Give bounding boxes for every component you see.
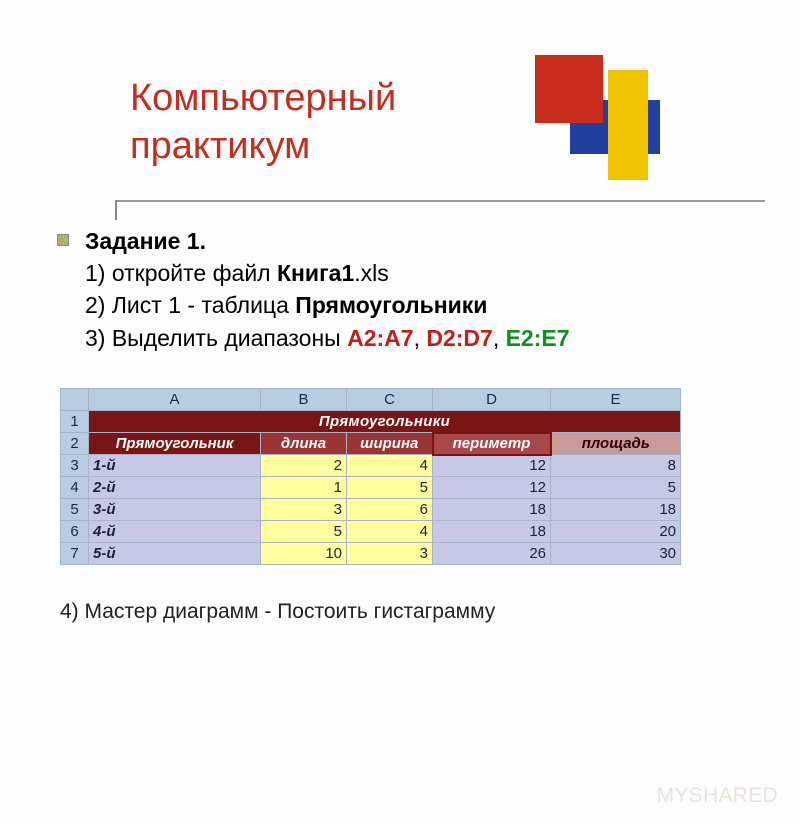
cell-c6[interactable]: 4 (347, 521, 433, 543)
comma1: , (414, 325, 427, 351)
step1-suffix: .xls (354, 260, 389, 286)
rowhdr-6[interactable]: 6 (61, 521, 89, 543)
slide-title: Компьютерный практикум (130, 75, 396, 170)
colhdr-a[interactable]: A (89, 389, 261, 411)
cell-b7[interactable]: 10 (261, 543, 347, 565)
deco-yellow-box (608, 70, 648, 180)
watermark-my: MY (657, 784, 689, 807)
row-1: 1 Прямоугольники (61, 411, 681, 433)
cell-a5[interactable]: 3-й (89, 499, 261, 521)
cell-e3[interactable]: 8 (551, 455, 681, 477)
col-header-row: A B C D E (61, 389, 681, 411)
spreadsheet: A B C D E 1 Прямоугольники 2 Прямоугольн… (60, 388, 681, 565)
step2-prefix: 2) Лист 1 - таблица (85, 292, 295, 318)
step4-text: 4) Мастер диаграмм - Постоить гистаграмм… (60, 600, 495, 624)
cell-d5[interactable]: 18 (433, 499, 551, 521)
corner-cell (61, 389, 89, 411)
cell-d7[interactable]: 26 (433, 543, 551, 565)
comma2: , (493, 325, 506, 351)
range-a: А2:А7 (347, 325, 413, 351)
cell-b4[interactable]: 1 (261, 477, 347, 499)
rowhdr-1[interactable]: 1 (61, 411, 89, 433)
cell-e6[interactable]: 20 (551, 521, 681, 543)
cell-b3[interactable]: 2 (261, 455, 347, 477)
task-heading: Задание 1. (85, 228, 206, 254)
title-line-1: Компьютерный (130, 77, 396, 119)
row-5: 5 3-й 3 6 18 18 (61, 499, 681, 521)
cell-e7[interactable]: 30 (551, 543, 681, 565)
cell-e5[interactable]: 18 (551, 499, 681, 521)
lab-perim[interactable]: периметр (433, 433, 551, 455)
lab-wid[interactable]: ширина (347, 433, 433, 455)
rowhdr-3[interactable]: 3 (61, 455, 89, 477)
row-4: 4 2-й 1 5 12 5 (61, 477, 681, 499)
range-d: D2:D7 (426, 325, 492, 351)
title-line-2: практикум (130, 125, 310, 167)
cell-c4[interactable]: 5 (347, 477, 433, 499)
cell-c7[interactable]: 3 (347, 543, 433, 565)
cell-b6[interactable]: 5 (261, 521, 347, 543)
table-title[interactable]: Прямоугольники (89, 411, 681, 433)
range-e: E2:E7 (506, 325, 570, 351)
row-7: 7 5-й 10 3 26 30 (61, 543, 681, 565)
colhdr-e[interactable]: E (551, 389, 681, 411)
title-underline (115, 200, 765, 202)
cell-d3[interactable]: 12 (433, 455, 551, 477)
rowhdr-7[interactable]: 7 (61, 543, 89, 565)
task-body: Задание 1. 1) откройте файл Книга1.xls 2… (85, 225, 705, 354)
cell-d4[interactable]: 12 (433, 477, 551, 499)
cell-b5[interactable]: 3 (261, 499, 347, 521)
step2-bold: Прямоугольники (295, 292, 487, 318)
step3-prefix: 3) Выделить диапазоны (85, 325, 347, 351)
rowhdr-5[interactable]: 5 (61, 499, 89, 521)
step1-bold: Книга1 (277, 260, 354, 286)
rowhdr-4[interactable]: 4 (61, 477, 89, 499)
colhdr-d[interactable]: D (433, 389, 551, 411)
colhdr-c[interactable]: C (347, 389, 433, 411)
cell-d6[interactable]: 18 (433, 521, 551, 543)
deco-red-box (535, 55, 603, 123)
bullet-icon (57, 234, 69, 246)
step1-prefix: 1) откройте файл (85, 260, 277, 286)
cell-a3[interactable]: 1-й (89, 455, 261, 477)
colhdr-b[interactable]: B (261, 389, 347, 411)
row-6: 6 4-й 5 4 18 20 (61, 521, 681, 543)
cell-a4[interactable]: 2-й (89, 477, 261, 499)
watermark: MYSHARED (657, 784, 778, 808)
cell-a7[interactable]: 5-й (89, 543, 261, 565)
rowhdr-2[interactable]: 2 (61, 433, 89, 455)
title-tick (115, 200, 117, 220)
cell-c3[interactable]: 4 (347, 455, 433, 477)
lab-area[interactable]: площадь (551, 433, 681, 455)
cell-a6[interactable]: 4-й (89, 521, 261, 543)
lab-name[interactable]: Прямоугольник (89, 433, 261, 455)
watermark-shared: SHARED (689, 784, 778, 807)
row-3: 3 1-й 2 4 12 8 (61, 455, 681, 477)
lab-len[interactable]: длина (261, 433, 347, 455)
cell-c5[interactable]: 6 (347, 499, 433, 521)
row-2: 2 Прямоугольник длина ширина периметр пл… (61, 433, 681, 455)
cell-e4[interactable]: 5 (551, 477, 681, 499)
